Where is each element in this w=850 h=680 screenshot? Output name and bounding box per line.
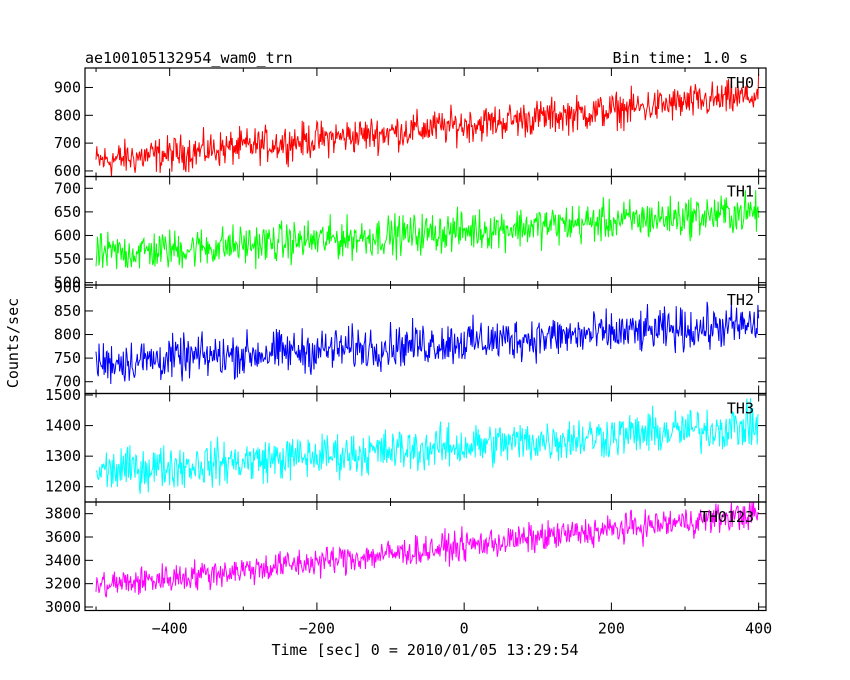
y-tick-label: 700 (54, 179, 81, 197)
y-tick-label: 1500 (45, 386, 81, 404)
y-tick-label: 500 (54, 274, 81, 292)
y-tick-label: 900 (54, 278, 81, 296)
y-axis-label: Counts/sec (4, 298, 22, 388)
y-tick-label: 700 (54, 134, 81, 152)
y-tick-label: 600 (54, 226, 81, 244)
panel-frame (84, 501, 767, 612)
x-tick-label: 400 (745, 620, 772, 638)
y-tick-label: 3000 (45, 598, 81, 616)
panel-th1: 500 550 600 650 700 TH1 (54, 175, 767, 292)
series-line-th2 (95, 301, 760, 385)
series-label-th3: TH3 (727, 400, 754, 418)
x-tick-label: −400 (152, 620, 188, 638)
y-tick-label: 3200 (45, 575, 81, 593)
y-tick-label: 700 (54, 373, 81, 391)
series-label-th1: TH1 (727, 183, 754, 201)
y-tick-label: 1200 (45, 478, 81, 496)
x-tick-labels: −400 −200 0 200 400 (152, 620, 773, 638)
x-tick-label: 200 (598, 620, 625, 638)
y-tick-label: 900 (54, 78, 81, 96)
y-tick-label: 600 (54, 162, 81, 180)
panel-th0123: 3000 3200 3400 3600 3800 TH0123 (45, 501, 767, 616)
panel-th2: 700 750 800 850 900 TH2 (54, 278, 767, 395)
panel-frame (84, 67, 767, 178)
series-line-th3 (95, 397, 759, 494)
series-label-th0: TH0 (727, 74, 754, 92)
chart-title: ae100105132954_wam0_trn (85, 49, 293, 67)
y-tick-label: 1400 (45, 417, 81, 435)
bin-time-label: Bin time: 1.0 s (613, 49, 748, 67)
y-tick-label: 800 (54, 106, 81, 124)
y-tick-label: 650 (54, 203, 81, 221)
series-label-th0123: TH0123 (700, 508, 754, 526)
y-tick-label: 750 (54, 349, 81, 367)
x-tick-label: −200 (299, 620, 335, 638)
y-tick-label: 550 (54, 250, 81, 268)
panel-frame (84, 175, 767, 286)
y-tick-label: 3800 (45, 505, 81, 523)
y-tick-label: 3600 (45, 528, 81, 546)
x-axis-label: Time [sec] 0 = 2010/01/05 13:29:54 (271, 641, 578, 659)
series-line-th0123 (95, 501, 760, 598)
series-line-th0 (95, 73, 760, 176)
panel-th0: 600 700 800 900 TH0 (54, 67, 767, 180)
x-tick-label: 0 (460, 620, 469, 638)
series-line-th1 (95, 190, 760, 270)
y-tick-label: 1300 (45, 447, 81, 465)
series-label-th2: TH2 (727, 291, 754, 309)
y-tick-label: 800 (54, 326, 81, 344)
y-tick-label: 850 (54, 302, 81, 320)
y-tick-label: 3400 (45, 551, 81, 569)
panel-th3: 1200 1300 1400 1500 TH3 (45, 386, 767, 503)
